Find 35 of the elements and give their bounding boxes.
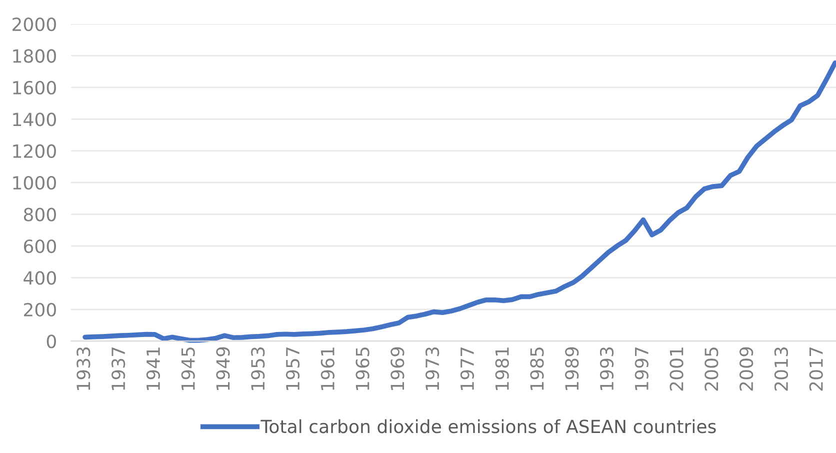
x-tick-label: 1993 (600, 347, 614, 390)
x-tick-label: 2017 (809, 348, 823, 391)
x-tick-label: 1937 (111, 348, 126, 390)
y-tick-label: 600 (24, 239, 56, 254)
y-tick-label: 1200 (13, 144, 56, 158)
y-tick-label: 800 (24, 208, 56, 222)
x-tick-label: 1957 (286, 348, 300, 390)
x-tick-label: 1949 (216, 347, 230, 390)
x-tick-label: 2009 (739, 347, 754, 391)
x-tick-label: 1961 (320, 348, 334, 390)
x-tick-label: 1945 (181, 348, 195, 390)
y-tick-label: 1000 (13, 176, 56, 190)
x-tick-label: 1965 (356, 348, 370, 390)
y-tick-label: 400 (24, 271, 56, 285)
x-tick-label: 1997 (634, 348, 648, 390)
x-tick-label: 1953 (251, 347, 265, 390)
x-tick-label: 2013 (774, 347, 788, 391)
x-tick-label: 2005 (704, 348, 718, 391)
x-tick-label: 1973 (425, 347, 440, 390)
x-tick-label: 1989 (565, 347, 579, 390)
x-tick-label: 1933 (76, 347, 90, 390)
x-tick-label: 1981 (495, 348, 509, 390)
y-tick-label: 1600 (13, 80, 56, 95)
x-tick-label: 1985 (530, 348, 544, 390)
y-tick-label: 0 (46, 334, 56, 348)
y-tick-label: 200 (24, 302, 56, 317)
y-tick-label: 1800 (13, 49, 56, 63)
x-tick-label: 1969 (390, 347, 404, 390)
x-tick-label: 1941 (146, 348, 160, 390)
x-tick-label: 2001 (670, 348, 684, 391)
line-series (82, 60, 836, 343)
legend-label: Total carbon dioxide emissions of ASEAN countries (260, 419, 716, 434)
y-tick-label: 1400 (13, 112, 56, 126)
x-tick-label: 1977 (460, 348, 474, 390)
y-tick-label: 2000 (12, 17, 56, 32)
